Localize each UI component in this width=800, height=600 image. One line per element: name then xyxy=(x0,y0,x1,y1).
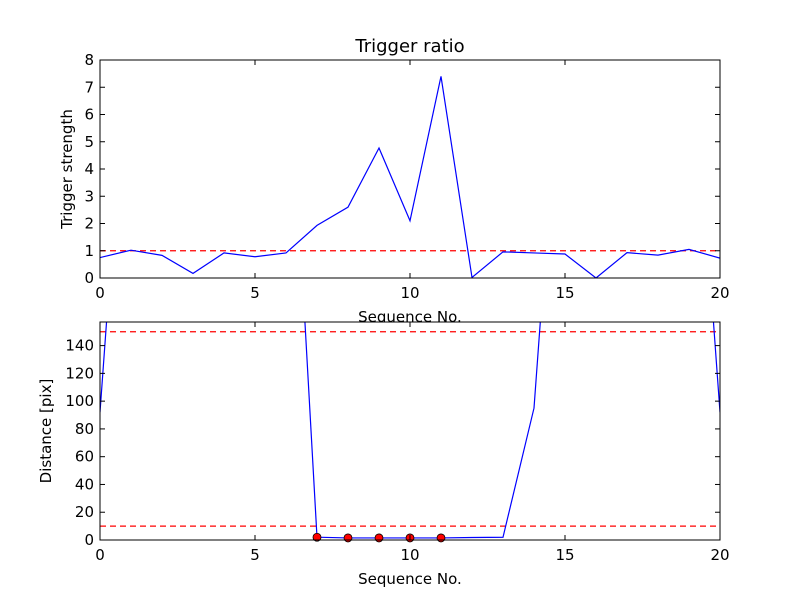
y-axis-label: Distance [pix] xyxy=(37,379,55,484)
y-tick-label: 7 xyxy=(84,78,94,96)
y-tick-label: 40 xyxy=(75,475,94,493)
x-axis-label: Sequence No. xyxy=(358,570,462,588)
y-tick-label: 120 xyxy=(65,364,94,382)
y-tick-label: 6 xyxy=(84,106,94,124)
x-tick-label: 5 xyxy=(250,546,260,564)
y-tick-label: 3 xyxy=(84,187,94,205)
x-tick-label: 15 xyxy=(555,546,574,564)
axes-frame xyxy=(99,59,721,279)
y-tick-label: 0 xyxy=(84,531,94,549)
chart-title: Trigger ratio xyxy=(354,36,464,57)
data-point-marker xyxy=(343,533,353,543)
plot-area xyxy=(100,322,720,540)
y-tick-label: 60 xyxy=(75,448,94,466)
series-line xyxy=(100,76,720,278)
y-tick-label: 5 xyxy=(84,133,94,151)
y-tick-label: 1 xyxy=(84,242,94,260)
y-tick-label: 8 xyxy=(84,51,94,69)
y-tick-label: 80 xyxy=(75,420,94,438)
axes-frame xyxy=(99,321,721,541)
x-tick-label: 15 xyxy=(555,284,574,302)
data-point-marker xyxy=(312,532,322,542)
data-point-marker xyxy=(436,533,446,543)
trigger-ratio-chart: Trigger ratio 0 5 10 15 20012345678Sequence … xyxy=(58,36,730,326)
x-tick-label: 10 xyxy=(400,546,419,564)
plot-area xyxy=(100,60,720,278)
y-axis-label: Trigger strength xyxy=(58,109,76,230)
data-point-marker xyxy=(374,533,384,543)
x-tick-label: 10 xyxy=(400,284,419,302)
x-tick-label: 0 xyxy=(95,284,105,302)
y-tick-label: 140 xyxy=(65,337,94,355)
distance-chart: 0 5 10 15 20 0 20 40 60 80 100 120 140 Sequence No. Di… xyxy=(37,321,730,588)
x-tick-label: 0 xyxy=(95,546,105,564)
y-tick-label: 2 xyxy=(84,215,94,233)
y-tick-label: 0 xyxy=(84,269,94,287)
y-tick-label: 100 xyxy=(65,392,94,410)
x-tick-label: 20 xyxy=(710,546,729,564)
y-tick-label: 20 xyxy=(75,503,94,521)
y-tick-label: 4 xyxy=(84,160,94,178)
x-tick-label: 20 xyxy=(710,284,729,302)
plot-content xyxy=(100,76,720,278)
x-tick-label: 5 xyxy=(250,284,260,302)
